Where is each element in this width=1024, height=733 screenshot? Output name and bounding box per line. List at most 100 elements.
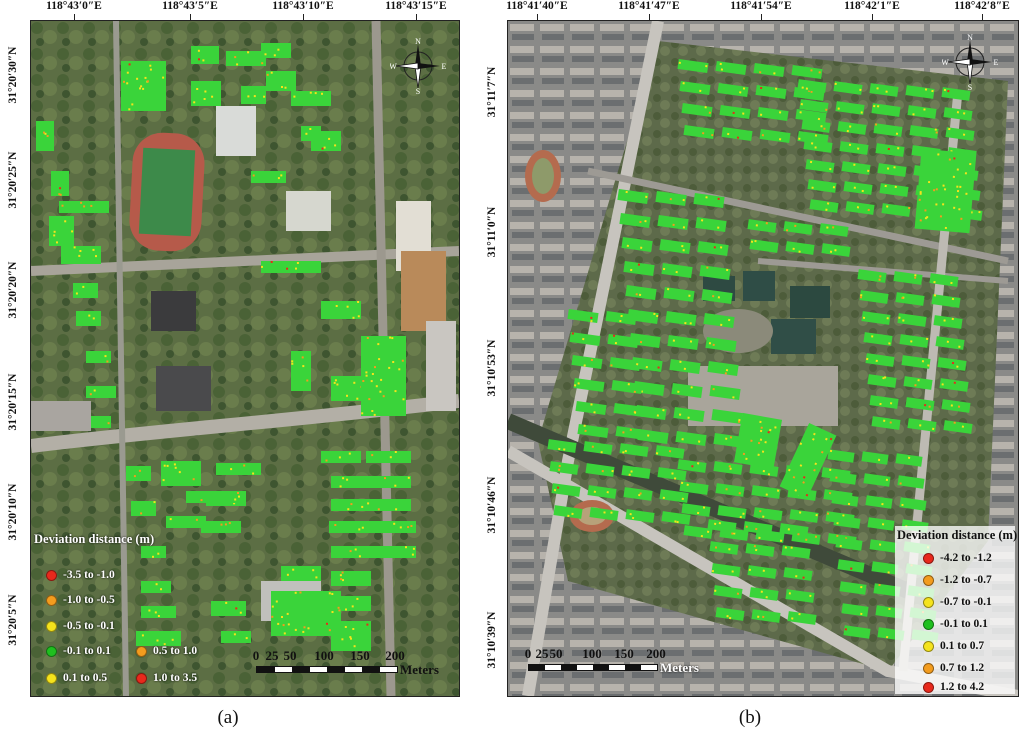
building-footprint (753, 62, 785, 78)
deviation-pixel (742, 112, 745, 115)
building-footprint (707, 360, 739, 377)
deviation-pixel (238, 495, 240, 498)
building-footprint (136, 631, 181, 646)
deviation-pixel (301, 356, 304, 359)
deviation-pixel (842, 514, 845, 517)
deviation-pixel (797, 533, 800, 536)
legend-item: 0.1 to 0.5 (46, 672, 107, 684)
deviation-pixel (306, 379, 309, 382)
building-footprint (679, 80, 711, 96)
building-footprint (861, 311, 891, 325)
deviation-pixel (593, 490, 596, 493)
building-footprint (897, 313, 927, 327)
legend-b: Deviation distance (m) -4.2 to -1.2 -1.2… (897, 528, 1017, 693)
deviation-pixel (377, 343, 380, 346)
building-footprint (619, 443, 649, 457)
deviation-pixel (742, 512, 745, 515)
legend-item: 1.0 to 3.5 (136, 672, 197, 684)
deviation-pixel (820, 450, 824, 454)
deviation-pixel (656, 314, 659, 318)
deviation-pixel (204, 90, 207, 93)
deviation-pixel (728, 548, 731, 551)
deviation-pixel (745, 525, 748, 528)
building-footprint (575, 400, 607, 416)
deviation-pixel (895, 132, 899, 135)
deviation-pixel (919, 219, 922, 222)
deviation-pixel (333, 381, 336, 384)
deviation-pixel (839, 544, 842, 548)
deviation-pixel (366, 623, 369, 626)
deviation-pixel (358, 528, 361, 531)
building-footprint (336, 596, 371, 611)
deviation-pixel (193, 101, 196, 104)
deviation-pixel (860, 111, 863, 114)
deviation-pixel (366, 337, 369, 339)
deviation-pixel (358, 555, 361, 558)
deviation-pixel (881, 523, 885, 526)
deviation-pixel (402, 398, 405, 401)
deviation-pixel (346, 394, 348, 397)
deviation-pixel (898, 316, 901, 319)
building-footprint (86, 386, 116, 398)
building-footprint (661, 511, 691, 525)
deviation-pixel (832, 226, 835, 229)
scale-tick-label: 100 (314, 648, 334, 663)
scale-tick-label: 150 (614, 646, 634, 661)
deviation-pixel (886, 167, 890, 170)
deviation-pixel (886, 635, 889, 639)
deviation-pixel (633, 411, 637, 414)
deviation-pixel (305, 132, 308, 135)
building-footprint (549, 461, 579, 475)
building-footprint (49, 216, 74, 246)
compass-n: N (415, 38, 421, 46)
deviation-pixel (392, 361, 395, 363)
deviation-pixel (294, 591, 297, 594)
deviation-pixel (95, 255, 97, 258)
deviation-pixel (886, 317, 889, 320)
deviation-pixel (733, 532, 736, 535)
deviation-pixel (935, 131, 938, 134)
deviation-pixel (874, 123, 878, 126)
deviation-pixel (736, 136, 740, 139)
deviation-pixel (885, 478, 889, 482)
deviation-pixel (325, 459, 328, 462)
building-footprint (661, 262, 693, 279)
deviation-pixel (631, 516, 635, 520)
legend-item: 0.5 to 1.0 (136, 645, 197, 657)
deviation-pixel (261, 265, 263, 268)
building-footprint (785, 241, 815, 255)
building-footprint (371, 546, 416, 558)
deviation-pixel (340, 578, 343, 581)
deviation-pixel (126, 82, 129, 85)
deviation-pixel (761, 134, 765, 137)
building-footprint (897, 475, 925, 489)
building-footprint (613, 402, 645, 418)
deviation-pixel (902, 319, 905, 322)
deviation-pixel (656, 414, 659, 417)
deviation-pixel (907, 456, 911, 459)
deviation-pixel (946, 340, 949, 343)
deviation-pixel (192, 478, 195, 481)
legend-title: Deviation distance (m) (34, 532, 155, 546)
deviation-pixel (737, 420, 741, 423)
deviation-pixel (736, 592, 740, 595)
building-footprint (251, 171, 286, 183)
deviation-pixel (850, 567, 853, 570)
scale-graduation (528, 664, 658, 671)
deviation-pixel (612, 334, 616, 337)
building-footprint (221, 631, 251, 643)
deviation-pixel (953, 206, 956, 209)
deviation-pixel (921, 360, 925, 363)
deviation-pixel (779, 539, 783, 542)
deviation-pixel (887, 147, 890, 151)
deviation-pixel (877, 458, 881, 462)
deviation-pixel (361, 505, 364, 508)
deviation-pixel (368, 398, 371, 401)
legend-label: 0.7 to 1.2 (940, 662, 985, 674)
deviation-pixel (347, 508, 350, 511)
deviation-pixel (860, 294, 863, 297)
deviation-pixel (932, 427, 935, 431)
deviation-pixel (699, 89, 702, 92)
building-footprint (589, 507, 619, 521)
deviation-pixel (757, 615, 760, 618)
